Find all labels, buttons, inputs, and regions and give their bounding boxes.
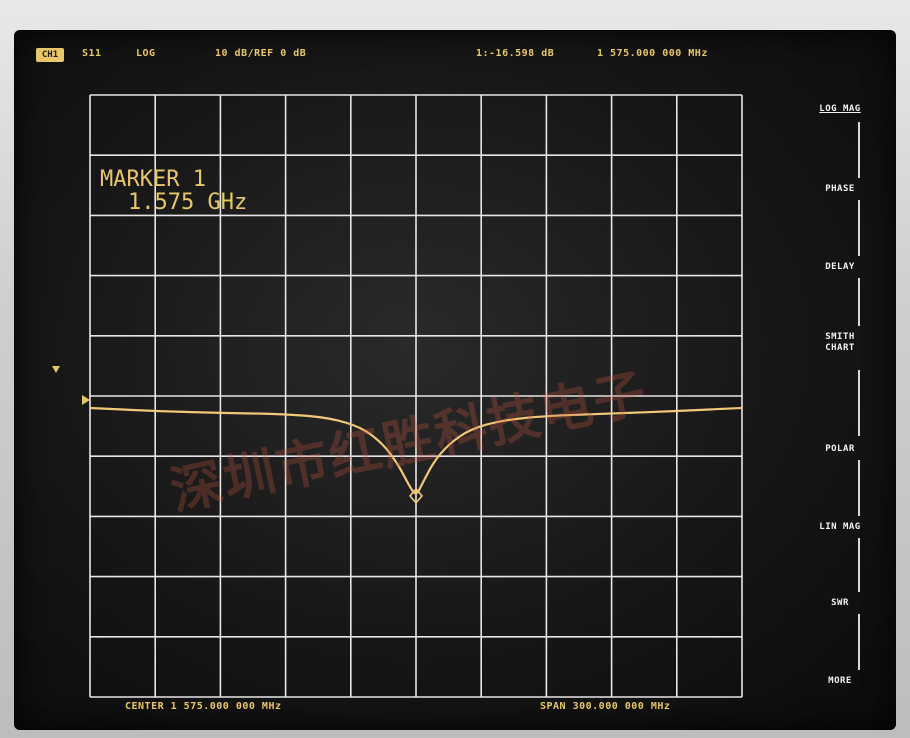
reference-arrow-icon xyxy=(52,366,60,373)
scale-ref-label: 10 dB/REF 0 dB xyxy=(215,48,307,59)
softkey-divider xyxy=(858,200,860,256)
softkey-swr[interactable]: SWR xyxy=(831,598,849,608)
softkey-phase[interactable]: PHASE xyxy=(825,184,855,194)
softkey-smith-chart[interactable]: SMITH CHART xyxy=(825,332,855,353)
marker-1-icon xyxy=(408,487,424,505)
marker-frequency: 1 575.000 000 MHz xyxy=(597,48,708,59)
softkey-divider xyxy=(858,538,860,592)
analyzer-screen xyxy=(14,30,896,730)
softkey-divider xyxy=(858,370,860,436)
parameter-label: S11 xyxy=(82,48,102,59)
reference-level-icon xyxy=(82,395,90,405)
format-label: LOG xyxy=(136,48,156,59)
center-frequency-label: CENTER 1 575.000 000 MHz xyxy=(125,701,282,712)
marker-box-title: MARKER 1 xyxy=(100,167,206,192)
marker-box-frequency: 1.575 GHz xyxy=(128,190,247,215)
softkey-lin-mag[interactable]: LIN MAG xyxy=(819,522,861,532)
trace-line xyxy=(89,406,744,495)
softkey-log-mag[interactable]: LOG MAG xyxy=(819,104,861,114)
softkey-divider xyxy=(858,278,860,326)
trace-group xyxy=(89,406,744,505)
softkey-divider xyxy=(858,460,860,516)
channel-tag: CH1 xyxy=(36,48,64,62)
marker-readout: 1:-16.598 dB xyxy=(476,48,555,59)
softkey-polar[interactable]: POLAR xyxy=(825,444,855,454)
graticule xyxy=(89,94,743,698)
softkey-delay[interactable]: DELAY xyxy=(825,262,855,272)
softkey-divider xyxy=(858,614,860,670)
softkey-divider xyxy=(858,122,860,178)
softkey-more[interactable]: MORE xyxy=(828,676,852,686)
span-label: SPAN 300.000 000 MHz xyxy=(540,701,671,712)
